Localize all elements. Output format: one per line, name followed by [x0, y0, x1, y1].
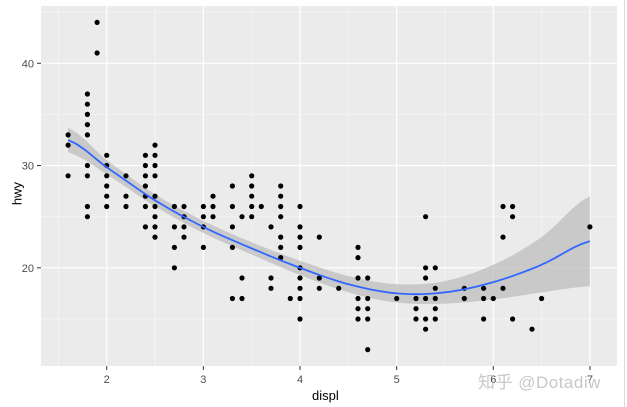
smooth-line [67, 139, 591, 296]
svg-text:5: 5 [394, 374, 400, 386]
svg-text:40: 40 [22, 58, 34, 70]
svg-text:7: 7 [587, 374, 593, 386]
svg-text:4: 4 [297, 374, 303, 386]
x-axis-title: displ [312, 388, 339, 403]
y-axis-title: hwy [9, 181, 25, 206]
x-axis: 2 3 4 5 6 7 [104, 366, 593, 386]
watermark: 知乎 @Dotadiw [478, 373, 601, 392]
svg-text:20: 20 [22, 263, 34, 275]
confidence-band [68, 127, 590, 304]
svg-text:2: 2 [104, 374, 110, 386]
y-axis: 20 30 40 [22, 58, 41, 275]
svg-text:3: 3 [200, 374, 206, 386]
svg-text:30: 30 [22, 161, 34, 173]
svg-text:6: 6 [490, 374, 496, 386]
frame-edge [624, 0, 625, 407]
